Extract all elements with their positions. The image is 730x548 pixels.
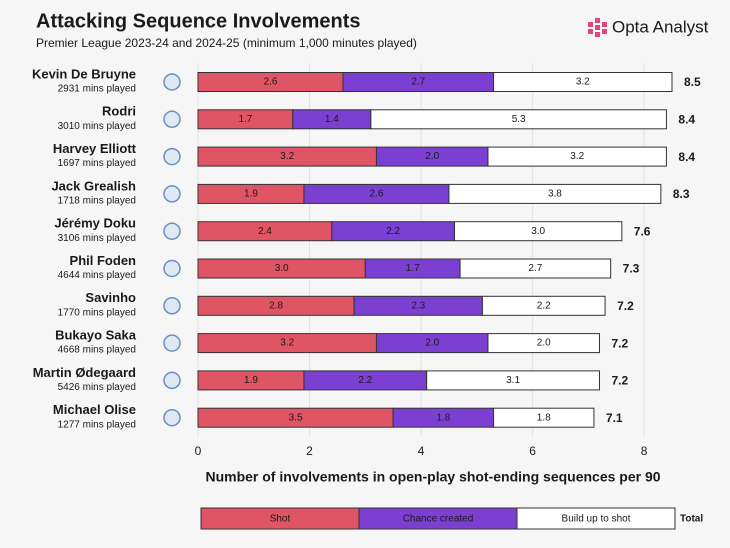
player-name: Michael Olise — [53, 402, 136, 417]
segment-label: 2.2 — [386, 226, 400, 237]
total-label: 7.2 — [612, 374, 629, 388]
bar-segment — [459, 258, 612, 279]
total-label: 8.4 — [678, 112, 695, 126]
player-minutes: 1770 mins played — [58, 307, 136, 318]
x-tick-label: 0 — [195, 444, 202, 458]
club-crest — [163, 408, 181, 427]
legend-label: Build up to shot — [562, 514, 631, 525]
total-label: 7.2 — [617, 299, 634, 313]
segment-label: 3.2 — [280, 338, 294, 349]
player-name: Phil Foden — [70, 253, 137, 268]
segment-label: 2.0 — [425, 338, 439, 349]
club-crest — [163, 110, 181, 129]
segment-label: 2.3 — [411, 300, 425, 311]
legend-swatch — [516, 507, 676, 530]
segment-label: 1.7 — [238, 114, 252, 125]
club-crest — [163, 73, 181, 91]
bar-segment — [448, 183, 662, 204]
total-label: 8.4 — [678, 150, 695, 164]
bar-segment — [487, 333, 601, 354]
legend-label: Chance created — [403, 514, 474, 525]
legend-label: Shot — [270, 514, 291, 525]
player-name: Martin Ødegaard — [33, 365, 136, 380]
total-label: 7.1 — [606, 411, 623, 425]
segment-label: 2.4 — [258, 226, 272, 237]
segment-label: 1.9 — [244, 375, 258, 386]
club-crest — [163, 259, 181, 278]
x-tick-label: 8 — [641, 444, 648, 458]
segment-label: 2.2 — [358, 375, 372, 386]
segment-label: 3.0 — [275, 263, 289, 274]
player-name: Jérémy Doku — [54, 216, 136, 231]
player-name: Jack Grealish — [51, 178, 136, 193]
total-label: 8.5 — [684, 75, 701, 89]
bar-segment — [493, 72, 673, 92]
segment-label: 1.9 — [244, 189, 258, 200]
segment-label: 3.2 — [280, 151, 294, 162]
player-minutes: 4644 mins played — [58, 270, 136, 281]
brand: Opta Analyst — [612, 17, 709, 36]
player-name: Kevin De Bruyne — [32, 66, 136, 81]
bar-segment — [370, 109, 667, 130]
x-axis-label: Number of involvements in open-play shot… — [205, 469, 660, 485]
club-crest — [163, 185, 181, 203]
total-label: 7.3 — [623, 262, 640, 276]
segment-label: 1.4 — [325, 114, 339, 125]
x-tick-label: 2 — [306, 444, 313, 458]
club-crest — [163, 371, 181, 390]
segment-label: 3.2 — [576, 77, 590, 88]
total-label: 8.3 — [673, 187, 690, 201]
club-crest — [163, 222, 181, 240]
club-crest — [163, 334, 181, 352]
x-tick-label: 6 — [529, 444, 536, 458]
chart-title: Attacking Sequence Involvements — [36, 10, 361, 32]
bar-segment — [487, 146, 667, 167]
player-minutes: 1277 mins played — [58, 419, 136, 430]
segment-label: 1.8 — [436, 412, 450, 423]
total-label: 7.6 — [634, 224, 651, 238]
player-minutes: 1718 mins played — [58, 196, 136, 207]
bar-segment — [481, 295, 606, 316]
bar-segment — [493, 407, 595, 428]
player-minutes: 1697 mins played — [58, 158, 136, 169]
segment-label: 3.5 — [289, 412, 303, 423]
total-label: 7.2 — [612, 336, 629, 350]
segment-label: 1.8 — [537, 412, 551, 423]
brand-logo — [588, 18, 607, 37]
segment-label: 3.0 — [531, 226, 545, 237]
player-minutes: 4668 mins played — [58, 345, 136, 356]
club-crest — [163, 147, 181, 166]
segment-label: 2.8 — [269, 300, 283, 311]
segment-label: 1.7 — [406, 263, 420, 274]
player-name: Harvey Elliott — [53, 141, 137, 156]
segment-label: 2.2 — [537, 300, 551, 311]
segment-label: 2.7 — [528, 263, 542, 274]
segment-label: 2.6 — [369, 189, 383, 200]
chart-subtitle: Premier League 2023-24 and 2024-25 (mini… — [36, 36, 417, 50]
segment-label: 2.0 — [537, 338, 551, 349]
x-tick-label: 4 — [418, 444, 425, 458]
segment-label: 3.8 — [548, 189, 562, 200]
club-crest — [163, 297, 181, 315]
player-minutes: 3106 mins played — [58, 233, 136, 244]
player-minutes: 5426 mins played — [58, 382, 136, 393]
player-minutes: 2931 mins played — [58, 84, 136, 95]
player-name: Bukayo Saka — [55, 328, 137, 343]
bar-segment — [454, 221, 623, 242]
segment-label: 5.3 — [512, 114, 526, 125]
segment-label: 3.1 — [506, 375, 520, 386]
player-name: Savinho — [85, 290, 136, 305]
player-minutes: 3010 mins played — [58, 121, 136, 132]
player-name: Rodri — [102, 104, 136, 119]
segment-label: 2.6 — [264, 77, 278, 88]
legend-total: Total — [680, 514, 703, 525]
segment-label: 2.0 — [425, 151, 439, 162]
bar-segment — [426, 370, 601, 391]
segment-label: 2.7 — [411, 77, 425, 88]
segment-label: 3.2 — [570, 151, 584, 162]
